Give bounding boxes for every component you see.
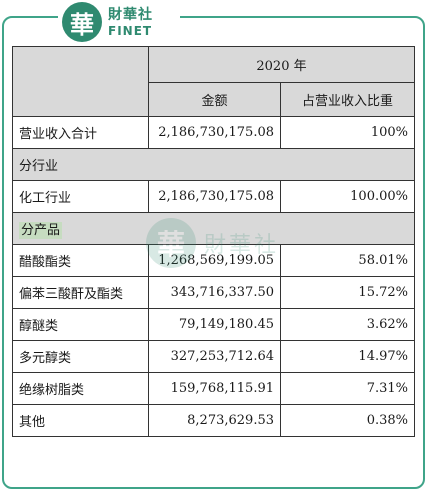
header-row-year: 2020 年 [12,46,415,117]
logo-cn: 財華社 [108,6,153,23]
section-label-product-cell: 分产品 [12,212,415,245]
revenue-table: 2020 年 金额 占营业收入比重 营业收入合计 2,186,730,175.0… [12,46,415,437]
row-label: 其他 [12,404,149,437]
logo-en: FINET [108,23,153,38]
table-row: 多元醇类 327,253,712.64 14.97% [12,340,415,373]
section-row-product: 分产品 [12,212,415,245]
section-label-product: 分产品 [19,222,63,239]
section-label-industry: 分行业 [12,148,415,181]
row-ratio: 15.72% [280,276,415,309]
row-ratio: 7.31% [280,372,415,405]
header-blank-cell [12,46,149,117]
row-ratio: 14.97% [280,340,415,373]
logo-text: 財華社 FINET [108,8,153,37]
row-ratio: 100% [280,116,415,149]
row-label: 多元醇类 [12,340,149,373]
row-amount: 1,268,569,199.05 [148,244,281,277]
row-ratio: 100.00% [280,180,415,213]
logo-mark-icon: 華 [62,2,102,42]
table-row: 其他 8,273,629.53 0.38% [12,404,415,437]
finet-logo: 華 財華社 FINET [58,0,180,44]
table-row: 偏苯三酸酐及酯类 343,716,337.50 15.72% [12,276,415,309]
table-row: 醋酸酯类 1,268,569,199.05 58.01% [12,244,415,277]
row-label: 偏苯三酸酐及酯类 [12,276,149,309]
row-label: 化工行业 [12,180,149,213]
row-label: 醇醚类 [12,308,149,341]
row-label: 醋酸酯类 [12,244,149,277]
row-ratio: 58.01% [280,244,415,277]
row-amount: 2,186,730,175.08 [148,180,281,213]
content-frame [2,16,425,489]
section-row-industry: 分行业 [12,148,415,181]
table-row: 醇醚类 79,149,180.45 3.62% [12,308,415,341]
table-row: 化工行业 2,186,730,175.08 100.00% [12,180,415,213]
row-amount: 327,253,712.64 [148,340,281,373]
row-label: 营业收入合计 [12,116,149,149]
row-ratio: 0.38% [280,404,415,437]
row-amount: 2,186,730,175.08 [148,116,281,149]
row-label: 绝缘树脂类 [12,372,149,405]
row-amount: 159,768,115.91 [148,372,281,405]
column-header-ratio: 占营业收入比重 [280,82,415,117]
row-amount: 79,149,180.45 [148,308,281,341]
year-header: 2020 年 [148,46,415,83]
column-header-amount: 金额 [148,82,281,117]
table-row-total: 营业收入合计 2,186,730,175.08 100% [12,116,415,149]
table-row: 绝缘树脂类 159,768,115.91 7.31% [12,372,415,405]
row-amount: 8,273,629.53 [148,404,281,437]
row-amount: 343,716,337.50 [148,276,281,309]
row-ratio: 3.62% [280,308,415,341]
